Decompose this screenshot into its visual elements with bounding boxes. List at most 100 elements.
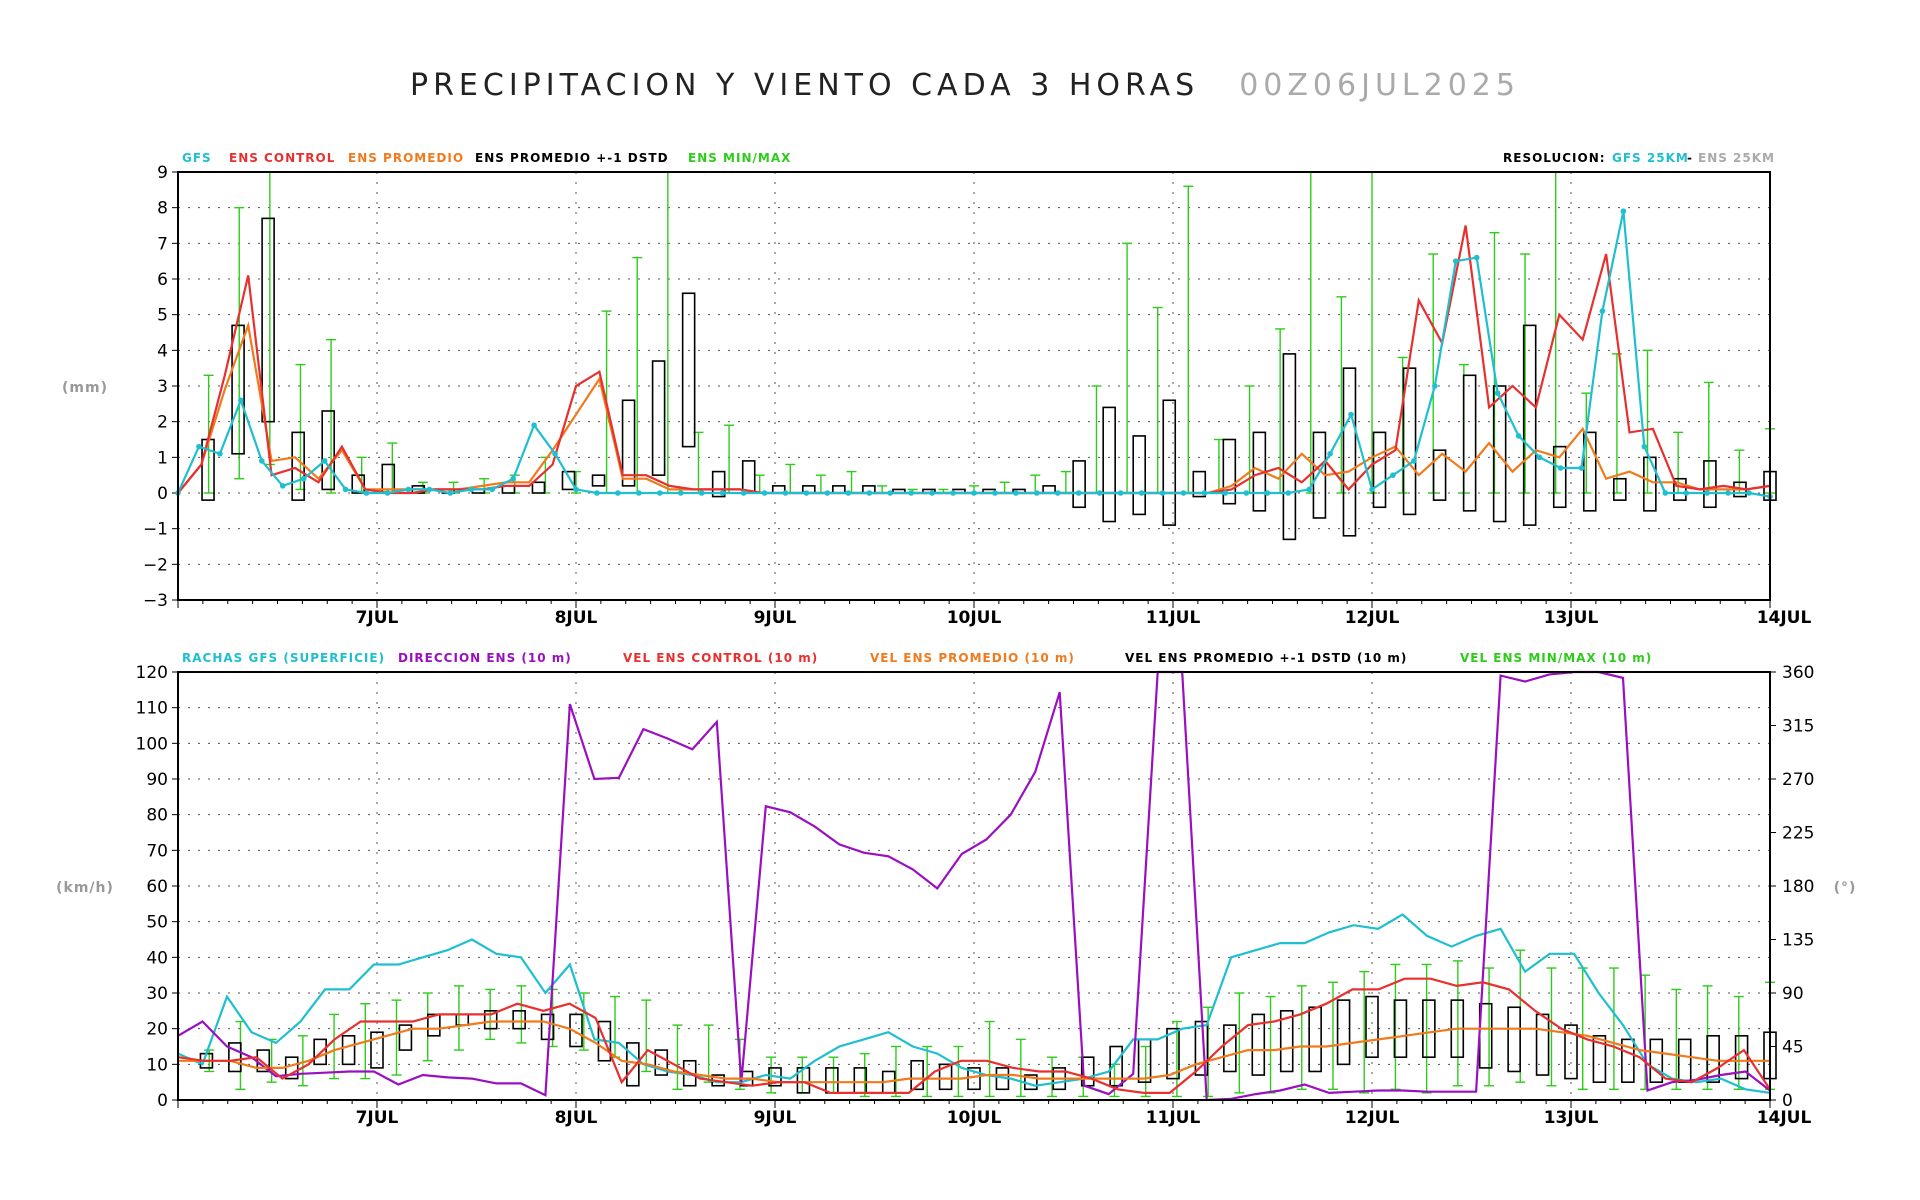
- y-tick-label: −1: [143, 520, 168, 540]
- series-line: [177, 670, 1771, 1102]
- plot-frame: [177, 171, 1771, 601]
- series-line: [177, 321, 1771, 495]
- std-box: [1432, 449, 1447, 501]
- std-box: [561, 470, 576, 491]
- std-box: [231, 324, 245, 455]
- series-point: [1390, 472, 1396, 478]
- series-point: [1138, 490, 1145, 496]
- std-box: [1137, 1038, 1152, 1083]
- std-box: [1643, 456, 1657, 512]
- std-box: [1677, 1038, 1692, 1083]
- x-tick-label: 11JUL: [1146, 608, 1201, 628]
- x-tick-label: 10JUL: [947, 1108, 1002, 1128]
- y-tick-label: 120: [136, 663, 168, 683]
- y-tick-label: 0: [157, 484, 168, 504]
- std-box: [654, 1049, 669, 1076]
- std-box: [1492, 385, 1507, 523]
- y-tick-label: 100: [136, 734, 168, 754]
- x-tick-label: 8JUL: [555, 608, 598, 628]
- std-box: [711, 470, 726, 498]
- y-tick-label: −3: [143, 591, 168, 611]
- vel-std-series: [199, 995, 1777, 1094]
- series-point: [447, 490, 454, 496]
- std-box: [1132, 435, 1147, 516]
- std-box: [591, 474, 606, 487]
- std-box: [651, 360, 666, 476]
- series-point: [615, 490, 621, 496]
- std-box: [1552, 445, 1567, 509]
- std-box: [427, 1013, 441, 1037]
- series-line: [178, 1020, 1770, 1084]
- std-box: [1621, 1038, 1635, 1083]
- std-box: [1422, 999, 1436, 1059]
- x-tick-label: 14JUL: [1757, 1108, 1812, 1128]
- ens-minmax-series: [203, 171, 1775, 494]
- series-point: [845, 490, 852, 496]
- std-box: [825, 1067, 839, 1094]
- series-point: [887, 490, 894, 496]
- y2-tick-label: 180: [1782, 877, 1814, 897]
- resolution-gfs: GFS 25KM: [1612, 151, 1689, 165]
- legend-item: ENS CONTROL: [229, 151, 335, 165]
- direction-series: [177, 670, 1771, 1102]
- std-box: [321, 410, 335, 491]
- std-box: [1592, 1035, 1607, 1083]
- std-box: [1279, 1010, 1294, 1073]
- series-point: [1075, 490, 1082, 496]
- series-point: [426, 486, 433, 493]
- std-box: [1308, 1006, 1322, 1073]
- y-tick-label: 0: [157, 1091, 168, 1111]
- std-box: [1223, 1024, 1237, 1073]
- y-tick-label: 40: [146, 948, 168, 968]
- y2-tick-label: 45: [1782, 1038, 1804, 1058]
- std-box: [1582, 431, 1597, 512]
- std-box: [1703, 460, 1717, 509]
- std-box: [626, 1042, 640, 1087]
- series-point: [1243, 490, 1250, 496]
- std-box: [1393, 999, 1408, 1059]
- chart-title: PRECIPITACION Y VIENTO CADA 3 HORAS 00Z06…: [410, 68, 1520, 103]
- y2-tick-label: 360: [1782, 663, 1814, 683]
- legend-item: VEL ENS PROMEDIO (10 m): [870, 651, 1075, 665]
- std-box: [1102, 406, 1116, 523]
- y-tick-label: 8: [157, 199, 168, 219]
- series-point: [552, 450, 558, 457]
- legend-top: GFS ENS CONTROL ENS PROMEDIO ENS PROMEDIO +…: [182, 151, 1774, 165]
- series-point: [824, 490, 831, 496]
- series-point: [1599, 308, 1606, 314]
- gfs-series: [175, 208, 1773, 500]
- series-point: [1704, 490, 1710, 496]
- legend-item: VEL ENS PROMEDIO +-1 DSTD (10 m): [1125, 651, 1407, 665]
- series-point: [1411, 458, 1417, 464]
- y-tick-label: 4: [157, 341, 168, 361]
- std-box: [1649, 1038, 1664, 1083]
- series-point: [468, 486, 475, 493]
- series-point: [1034, 490, 1040, 496]
- std-box: [621, 399, 636, 487]
- gusts-gfs-series: [177, 913, 1771, 1094]
- legend-item: GFS: [182, 151, 212, 165]
- precipitation-panel: 9 8 7 6 5 4 3 2 1 0 −1 −2 −3 7JUL 8JUL 9JUL 10JUL 11JUL 12…: [62, 151, 1811, 628]
- y-tick-label: 7: [157, 234, 168, 254]
- std-box: [1336, 999, 1351, 1066]
- resolution-label: RESOLUCION:: [1503, 151, 1606, 165]
- series-point: [1578, 465, 1585, 471]
- y2-tick-label: 225: [1782, 824, 1814, 844]
- series-point: [1369, 486, 1375, 493]
- y2-tick-label: 270: [1782, 770, 1814, 790]
- series-point: [1117, 490, 1124, 496]
- series-point: [279, 483, 286, 489]
- y2-tick-label: 135: [1782, 931, 1814, 951]
- std-box: [398, 1024, 413, 1051]
- grid: [178, 172, 1770, 600]
- std-box: [540, 1013, 555, 1041]
- x-tick-label: 7JUL: [356, 1108, 399, 1128]
- std-box: [512, 1010, 526, 1030]
- series-point: [719, 490, 726, 496]
- y-tick-label: 10: [146, 1055, 168, 1075]
- y-tick-label: −2: [143, 555, 168, 575]
- series-point: [740, 490, 747, 496]
- y-tick-label: 5: [157, 306, 168, 326]
- series-point: [573, 486, 579, 493]
- std-box: [1282, 353, 1297, 541]
